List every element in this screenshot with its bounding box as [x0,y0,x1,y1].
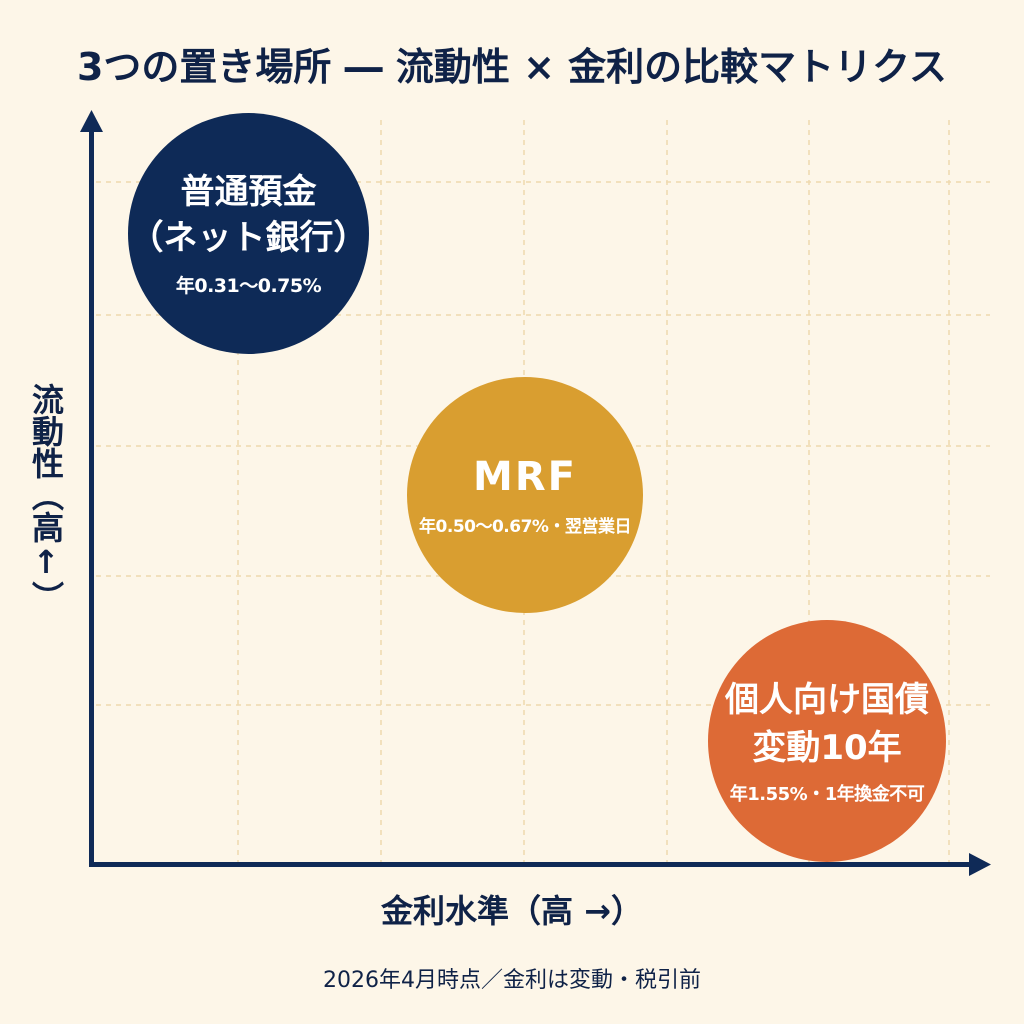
bubble-rate: 年1.55%・1年換金不可 [729,784,925,805]
bubble-name-sub: （ネット銀行） [129,218,368,258]
bubble-mrf: MRF 年0.50〜0.67%・翌営業日 [407,377,643,613]
bubble-rate: 年0.50〜0.67%・翌営業日 [419,516,631,537]
bubble-name-sub: 変動10年 [752,728,902,768]
footnote: 2026年4月時点／金利は変動・税引前 [323,968,701,993]
bubble-jgb-floating-10y: 個人向け国債 変動10年 年1.55%・1年換金不可 [708,620,946,862]
x-axis-label: 金利水準（高 →） [381,892,643,930]
bubble-rate: 年0.31〜0.75% [175,275,322,297]
page-title: 3つの置き場所 ― 流動性 × 金利の比較マトリクス [76,45,948,89]
y-axis-label: 流動性（高↑） [27,383,65,613]
bubble-savings-deposit: 普通預金 （ネット銀行） 年0.31〜0.75% [128,113,369,354]
x-axis [89,853,991,876]
bubble-name: MRF [473,453,577,500]
y-axis [80,110,103,867]
bubble-name: 普通預金 [180,172,317,212]
x-axis-arrow-icon [969,853,991,876]
y-axis-arrow-icon [80,110,103,132]
bubble-name: 個人向け国債 [725,680,929,720]
